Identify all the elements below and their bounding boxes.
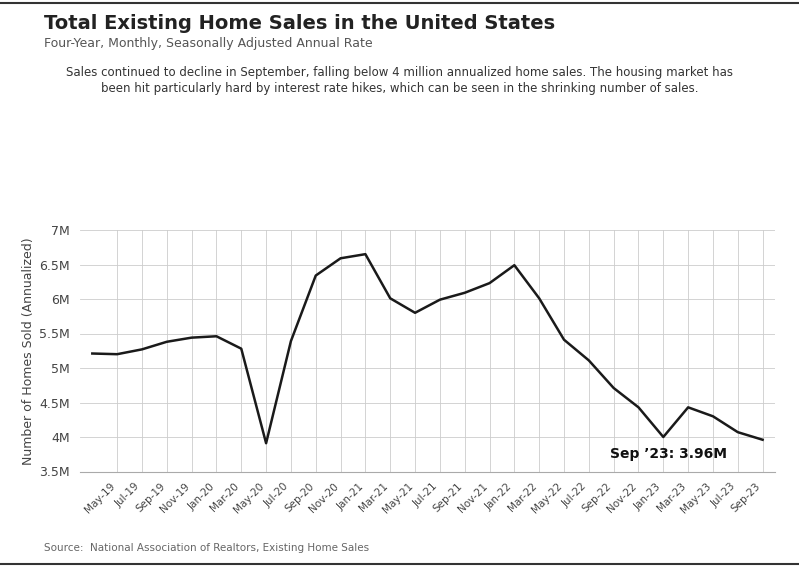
Text: Sales continued to decline in September, falling below 4 million annualized home: Sales continued to decline in September,…	[66, 66, 733, 79]
Text: Source:  National Association of Realtors, Existing Home Sales: Source: National Association of Realtors…	[44, 543, 369, 553]
Text: Four-Year, Monthly, Seasonally Adjusted Annual Rate: Four-Year, Monthly, Seasonally Adjusted …	[44, 37, 372, 51]
Y-axis label: Number of Homes Sold (Annualized): Number of Homes Sold (Annualized)	[22, 237, 35, 465]
Text: Sep ’23: 3.96M: Sep ’23: 3.96M	[610, 447, 727, 461]
Text: Total Existing Home Sales in the United States: Total Existing Home Sales in the United …	[44, 14, 555, 33]
Text: been hit particularly hard by interest rate hikes, which can be seen in the shri: been hit particularly hard by interest r…	[101, 82, 698, 95]
